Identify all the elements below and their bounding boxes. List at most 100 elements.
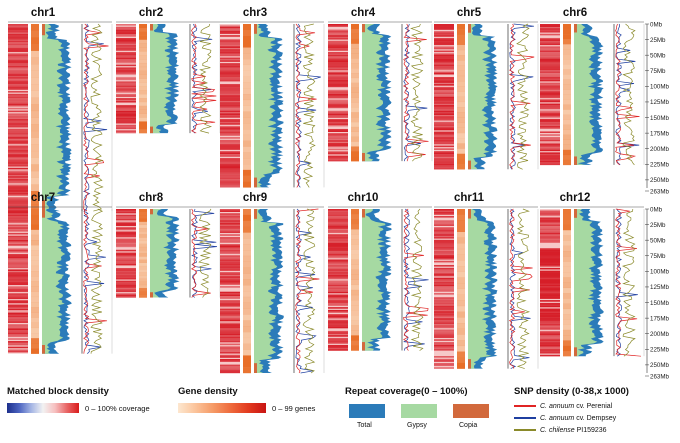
snp-line-perenial (614, 23, 640, 166)
repeat-coverage-track (42, 24, 72, 212)
repeat-coverage-title: Repeat coverage(0 – 100%) (345, 386, 468, 397)
gene-density-colorbar (178, 403, 266, 413)
mb-tick-label: 50Mb (650, 52, 666, 59)
snp-density-track (507, 23, 539, 170)
snp-line-chilense (199, 23, 213, 134)
snp-density-track (401, 23, 433, 162)
gene-density-track (31, 24, 39, 212)
repeat-gypsy-label: Gypsy (407, 422, 427, 429)
gene-density-track (243, 209, 251, 374)
snp-line-perenial (83, 208, 108, 354)
mb-tick-label: 75Mb (650, 68, 666, 75)
chromosome-chr4: chr4 (328, 7, 433, 162)
gene-density-legend: Gene density 0 – 99 genes (178, 386, 338, 426)
mb-tick-label: 75Mb (650, 253, 666, 260)
snp-line-perenial (83, 23, 109, 212)
mb-tick-label: 25Mb (650, 37, 666, 44)
mb-tick-label: 150Mb (650, 300, 669, 307)
snp-line-perenial (190, 23, 217, 134)
chromosome-label: chr11 (454, 192, 485, 204)
mb-tick-label: 263Mb (650, 373, 669, 380)
matched-block-track (328, 24, 348, 162)
snp-line-chilense (302, 208, 316, 374)
snp-density-track (81, 208, 113, 354)
chromosome-label: chr5 (457, 7, 482, 19)
snp-dempsey-species: C. annuum (540, 415, 575, 422)
matched-block-track (8, 24, 28, 212)
matched-block-track (540, 24, 560, 166)
snp-line-perenial (295, 208, 320, 374)
snp-density-track (81, 23, 113, 212)
mb-tick-label: 250Mb (650, 362, 669, 369)
repeat-coverage-track (468, 24, 498, 170)
snp-line-chilense (516, 23, 530, 170)
snp-dempsey-cultivar: cv. Dempsey (574, 415, 617, 422)
mb-tick-label: 125Mb (650, 284, 669, 291)
snp-line-chilense (302, 23, 316, 188)
snp-line-dempsey (615, 208, 638, 357)
snp-line-chilense (516, 208, 531, 369)
snp-line-perenial (402, 23, 429, 162)
mb-tick-label: 225Mb (650, 347, 669, 354)
snp-line-chilense (621, 208, 636, 357)
matched-block-track (434, 209, 454, 369)
repeat-coverage-track (574, 209, 604, 357)
snp-line-chilense (622, 23, 636, 166)
gene-density-track (457, 24, 465, 170)
gene-density-track (139, 209, 147, 298)
mb-tick-label: 250Mb (650, 177, 669, 184)
matched-block-track (328, 209, 348, 351)
snp-line-dempsey (191, 208, 218, 298)
chromosome-label: chr4 (351, 7, 376, 19)
gene-density-title: Gene density (178, 386, 238, 397)
chromosome-label: chr2 (139, 7, 163, 19)
matched-density-colorbar (7, 403, 79, 413)
snp-density-title: SNP density (0-38,x 1000) (514, 386, 629, 397)
gene-density-track (563, 24, 571, 166)
snp-line-chilense (410, 208, 424, 351)
snp-chilense-entry: C. chilense PI159236 (514, 427, 607, 437)
repeat-copia-label: Copia (459, 422, 478, 429)
gene-density-track (457, 209, 465, 369)
chromosome-chr8: chr8 (116, 192, 221, 298)
chromosome-chr10: chr10 (328, 192, 433, 351)
gene-density-track (351, 24, 359, 162)
mb-tick-label: 225Mb (650, 162, 669, 169)
mb-tick-label: 175Mb (650, 130, 669, 137)
repeat-coverage-track (362, 209, 392, 351)
matched-block-track (540, 209, 560, 357)
chromosome-chr7: chr7 (8, 192, 113, 354)
chromosome-label: chr6 (563, 7, 587, 19)
chromosome-chr11: chr11 (434, 192, 539, 369)
chromosome-chr6: chr6 (540, 7, 645, 166)
mb-tick-label: 200Mb (650, 146, 669, 153)
gene-density-note: 0 – 99 genes (272, 404, 316, 413)
snp-line-perenial (294, 23, 317, 188)
snp-perenial-cultivar: cv. Perenial (574, 403, 613, 410)
snp-line-chilense (410, 23, 424, 162)
repeat-coverage-track (150, 24, 180, 134)
gene-density-track (563, 209, 571, 357)
snp-line-perenial (508, 208, 533, 369)
mb-axis-bottom: 0Mb 25Mb 50Mb 75Mb 100Mb 125Mb 150Mb 175Mb 200Mb… (645, 206, 669, 380)
snp-line-perenial (190, 208, 211, 298)
gene-density-track (31, 209, 39, 354)
snp-line-dempsey (294, 208, 317, 374)
chromosome-label: chr7 (31, 192, 55, 204)
mb-tick-label: 200Mb (650, 331, 669, 338)
chromosome-chr3: chr3 (220, 7, 325, 188)
chromosome-label: chr8 (139, 192, 164, 204)
chromosome-label: chr12 (560, 192, 591, 204)
matched-block-track (8, 209, 28, 354)
mb-tick-label: 0Mb (650, 21, 663, 28)
chromosome-label: chr3 (243, 7, 267, 19)
snp-dempsey-entry: C. annuum cv. Dempsey (514, 415, 616, 425)
snp-perenial-species: C. annuum (540, 403, 575, 410)
repeat-coverage-track (362, 24, 392, 162)
chromosome-chr12: chr12 (540, 192, 645, 357)
snp-density-track (189, 208, 221, 298)
gene-density-track (139, 24, 147, 134)
snp-line-dempsey (403, 208, 429, 351)
snp-line-perenial (614, 208, 642, 357)
